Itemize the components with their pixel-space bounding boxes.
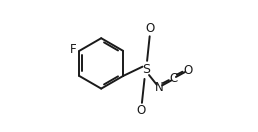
Text: O: O (183, 64, 192, 77)
Text: O: O (137, 104, 146, 117)
Text: F: F (70, 43, 77, 56)
Text: O: O (146, 22, 155, 35)
Text: N: N (155, 81, 164, 94)
Text: S: S (142, 63, 150, 76)
Text: C: C (170, 72, 178, 85)
